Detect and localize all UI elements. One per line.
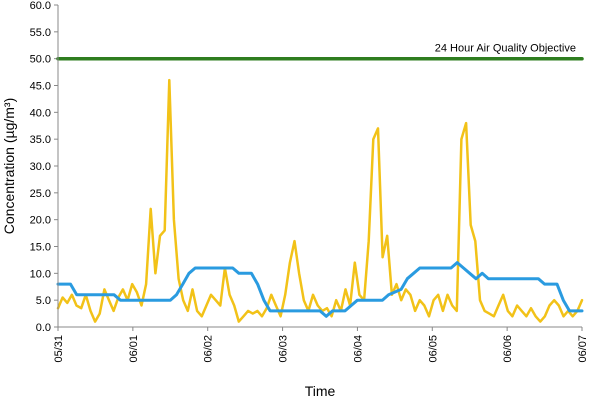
x-tick-label: 06/03: [278, 335, 290, 363]
y-tick-label: 35.0: [30, 134, 51, 146]
y-tick-label: 25.0: [30, 188, 51, 200]
y-tick-label: 45.0: [30, 81, 51, 93]
rolling-average-line: [56, 261, 584, 318]
objective-annotation: 24 Hour Air Quality Objective: [435, 43, 576, 55]
x-tick-label: 05/31: [53, 335, 65, 363]
x-tick-label: 06/07: [577, 335, 589, 363]
y-tick-label: 15.0: [30, 242, 51, 254]
y-axis-ticks: 0.0 5.0 10.0 15.0 20.0 25.0 30.0 35.0 40.0 45.0 50…: [30, 0, 58, 334]
y-tick-label: 40.0: [30, 107, 51, 119]
x-tick-label: 06/05: [427, 335, 439, 363]
x-tick-label: 06/06: [502, 335, 514, 363]
x-axis-ticks: 05/31 06/01 06/02 06/03 06/04 06/05 06/06 06/07: [53, 327, 589, 363]
y-tick-label: 20.0: [30, 215, 51, 227]
y-axis-title: Concentration (µg/m³): [1, 98, 17, 234]
x-tick-label: 06/04: [352, 335, 364, 363]
series-layer: [56, 56, 584, 323]
x-axis-title: Time: [305, 383, 336, 399]
y-tick-label: 30.0: [30, 161, 51, 173]
y-tick-label: 55.0: [30, 27, 51, 39]
x-tick-label: 06/01: [128, 335, 140, 363]
y-tick-label: 60.0: [30, 0, 51, 12]
y-tick-label: 50.0: [30, 54, 51, 66]
x-tick-label: 06/02: [203, 335, 215, 363]
y-tick-label: 0.0: [36, 322, 51, 334]
y-tick-label: 10.0: [30, 268, 51, 280]
hourly-line: [56, 78, 584, 323]
y-tick-label: 5.0: [36, 295, 51, 307]
